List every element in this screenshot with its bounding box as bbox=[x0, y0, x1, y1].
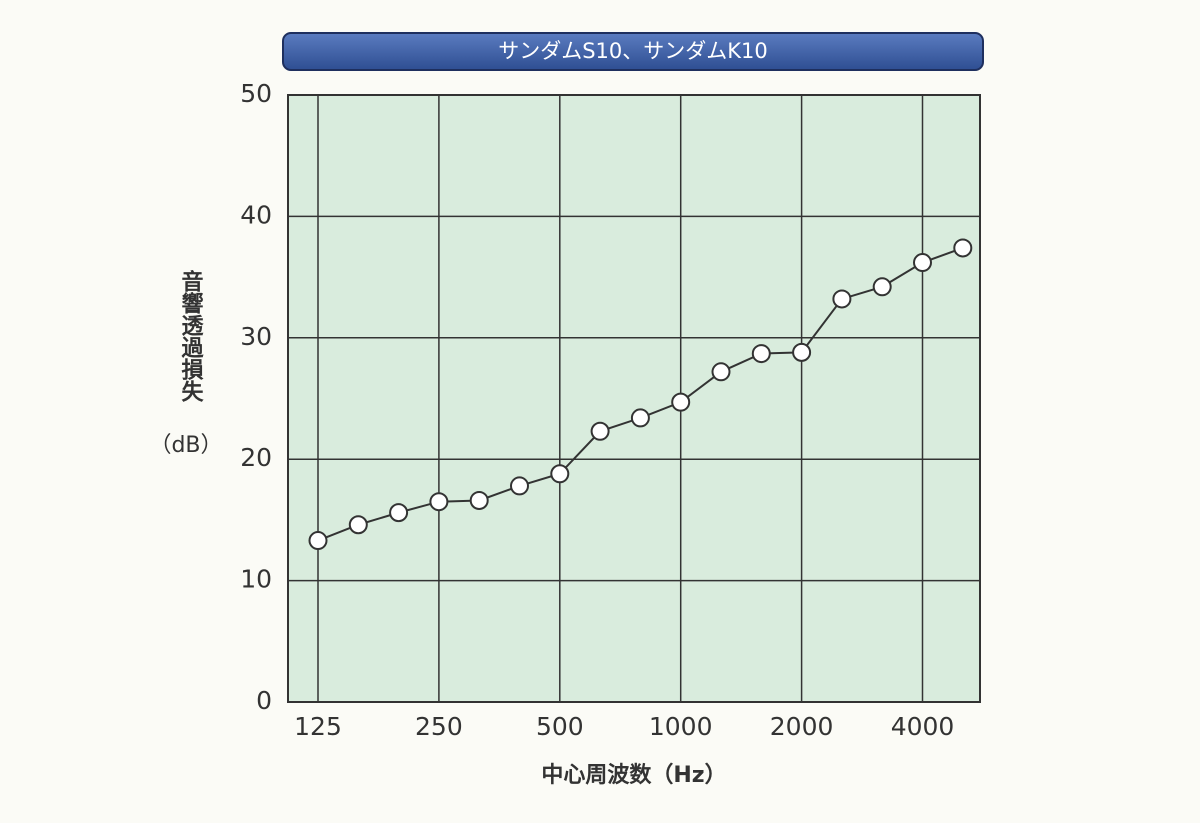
plot-area bbox=[287, 94, 981, 703]
x-axis-title: 中心周波数（Hz） bbox=[541, 762, 726, 788]
y-tick-label: 50 bbox=[240, 79, 272, 108]
data-point bbox=[913, 253, 932, 273]
data-point bbox=[792, 342, 812, 362]
data-point bbox=[711, 362, 731, 382]
data-point bbox=[751, 344, 771, 364]
data-point bbox=[590, 421, 610, 441]
x-tick-label: 125 bbox=[294, 712, 342, 741]
data-point bbox=[953, 238, 973, 258]
data-point bbox=[872, 277, 892, 297]
data-point bbox=[832, 289, 852, 309]
data-point bbox=[630, 408, 650, 428]
data-point bbox=[308, 531, 328, 551]
data-point bbox=[469, 490, 489, 510]
data-point bbox=[389, 503, 409, 523]
y-tick-label: 30 bbox=[240, 322, 272, 351]
data-point bbox=[550, 464, 570, 484]
data-point bbox=[348, 515, 368, 535]
data-point bbox=[429, 492, 449, 512]
y-tick-label: 20 bbox=[240, 443, 272, 472]
data-point bbox=[671, 392, 691, 412]
y-tick-label: 40 bbox=[240, 200, 272, 229]
y-tick-label: 0 bbox=[256, 686, 272, 715]
x-tick-label: 500 bbox=[536, 712, 584, 741]
x-tick-label: 4000 bbox=[891, 712, 955, 741]
chart-title: サンダムS10、サンダムK10 bbox=[498, 39, 768, 63]
x-tick-label: 1000 bbox=[649, 712, 713, 741]
data-point bbox=[510, 476, 529, 496]
x-tick-label: 2000 bbox=[770, 712, 834, 741]
x-tick-label: 250 bbox=[415, 712, 463, 741]
y-axis-title: 音響透過損失 bbox=[178, 269, 204, 403]
y-axis-unit: （dB） bbox=[149, 433, 222, 458]
y-tick-label: 10 bbox=[240, 565, 272, 594]
title-banner bbox=[282, 32, 984, 71]
